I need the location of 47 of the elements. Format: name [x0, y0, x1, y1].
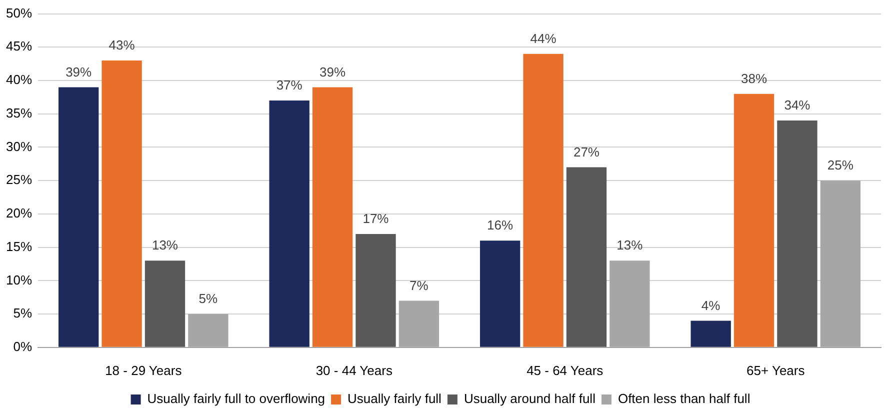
data-label: 17% [362, 211, 390, 226]
x-tick-label: 18 - 29 Years [105, 362, 182, 378]
data-label: 39% [320, 64, 346, 80]
legend-label: Usually fairly full to overflowing [147, 391, 326, 406]
data-label: 38% [741, 70, 768, 86]
bar [566, 167, 607, 347]
y-tick-label: 0% [13, 338, 32, 354]
y-tick-label: 50% [6, 5, 32, 20]
bar [480, 240, 520, 347]
data-label: 16% [487, 218, 514, 233]
data-label: 13% [152, 238, 178, 253]
bar [690, 320, 731, 347]
data-label: 39% [66, 64, 92, 80]
data-label: 13% [616, 238, 644, 253]
x-tick-label: 65+ Years [746, 362, 806, 378]
bar [144, 260, 186, 347]
y-tick-label: 30% [6, 138, 32, 154]
bar [102, 60, 142, 347]
y-tick-label: 40% [6, 72, 32, 88]
y-tick-label: 20% [6, 206, 32, 221]
data-label: 5% [198, 291, 218, 306]
y-tick-label: 35% [6, 105, 32, 120]
data-label: 34% [784, 98, 811, 113]
y-tick-label: 45% [6, 38, 32, 54]
y-tick-label: 5% [13, 306, 32, 321]
y-tick-label: 10% [6, 272, 32, 288]
bar [734, 94, 774, 347]
data-label: 44% [530, 30, 557, 46]
y-tick-label: 25% [6, 172, 32, 188]
data-label: 7% [410, 278, 429, 293]
y-tick-label: 15% [6, 238, 32, 254]
data-label: 25% [827, 158, 854, 173]
data-label: 27% [573, 144, 600, 160]
data-label: 4% [701, 298, 721, 313]
legend-label: Often less than half full [618, 391, 750, 406]
x-tick-label: 30 - 44 Years [316, 362, 393, 378]
bar [58, 87, 99, 347]
x-tick-label: 45 - 64 Years [526, 362, 604, 378]
bar [356, 234, 396, 347]
bar [523, 54, 564, 347]
legend-label: Usually fairly full [348, 391, 442, 406]
legend-label: Usually around half full [464, 391, 596, 406]
bar [777, 120, 818, 347]
bar [312, 87, 353, 347]
data-label: 43% [108, 38, 136, 53]
bar [269, 100, 310, 347]
data-label: 37% [276, 78, 303, 93]
